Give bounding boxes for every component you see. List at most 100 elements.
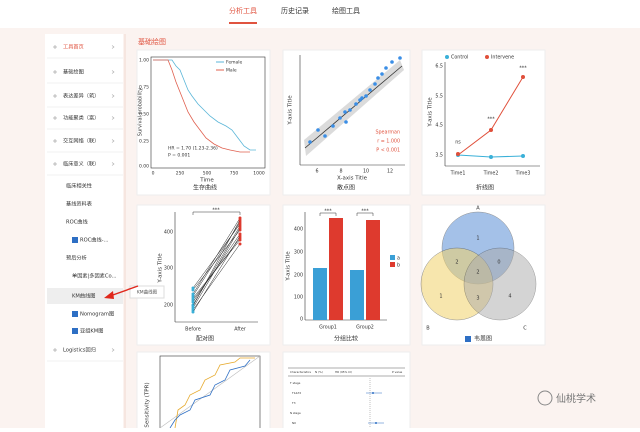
point	[390, 60, 394, 64]
sidebar-item[interactable]: 功能聚类（富）	[63, 114, 99, 122]
point	[331, 124, 335, 128]
legend-entry: Intervene	[491, 55, 514, 61]
arrow	[109, 285, 139, 297]
row-label: N stage	[290, 411, 301, 415]
points	[308, 56, 402, 144]
regression-line	[304, 65, 403, 149]
chevron	[111, 94, 115, 98]
significance: ns	[455, 141, 461, 146]
y-tick-label: 400	[294, 227, 303, 233]
sidebar-item[interactable]: ROC曲线-...	[80, 236, 109, 244]
chevron	[111, 348, 115, 352]
tab[interactable]: 分析工具	[229, 6, 257, 15]
row-label: T3	[291, 401, 296, 405]
x-tick-label: 750	[230, 171, 239, 177]
card[interactable]	[136, 204, 271, 346]
after-point	[238, 242, 242, 246]
after-point	[238, 238, 242, 242]
y-axis-label: Y-axis Title	[158, 253, 164, 284]
pair-line	[192, 219, 241, 307]
bar	[313, 268, 327, 320]
point	[323, 134, 327, 138]
card[interactable]	[136, 49, 271, 196]
x-tick-label: Before	[185, 327, 201, 333]
column-header: Characteristics	[290, 370, 311, 374]
y-axis-label: Sensitivity (TPR)	[145, 382, 151, 427]
y-axis-label: Y-axis Title	[286, 251, 292, 282]
point	[344, 120, 348, 124]
sidebar-item[interactable]: 亚组KM图	[80, 327, 103, 335]
x-tick-label: 500	[203, 171, 212, 177]
point	[373, 82, 377, 86]
watermark-icon	[537, 390, 553, 406]
y-tick-label: 1.00	[139, 58, 149, 64]
legend-entry: Control	[451, 55, 468, 61]
caption: 配对图	[196, 335, 214, 343]
arrow-head	[104, 291, 114, 299]
card[interactable]	[282, 204, 411, 346]
y-axis-label: Y-axis Title	[428, 97, 434, 128]
sidebar-item[interactable]: KM曲线图	[72, 292, 95, 300]
before-point	[191, 310, 195, 314]
confidence-band	[304, 60, 404, 156]
sidebar-item[interactable]: 临床意义（联）	[63, 160, 99, 168]
sidebar-item[interactable]: 临床相关性	[66, 182, 92, 190]
column-header: HR (95% CI)	[335, 370, 352, 374]
y-tick-label: 0.00	[139, 164, 149, 170]
y-tick-label: 6.5	[435, 64, 443, 70]
y-tick-label: 300	[164, 266, 173, 272]
point	[343, 110, 347, 114]
sidebar-item[interactable]: 工具首页	[63, 43, 84, 51]
x-tick-label: 10	[363, 169, 369, 175]
x-tick-label: Group1	[319, 325, 337, 331]
significance: ***	[519, 66, 527, 72]
scatter-chart: 6 8 10 12 X-axis Title Y-axis Title Spea…	[288, 55, 405, 192]
legend-entry: Male	[226, 68, 237, 74]
point	[358, 98, 362, 102]
y-tick-label: 200	[164, 303, 173, 309]
tooltip-text: KM曲线图	[137, 289, 158, 296]
point	[376, 76, 380, 80]
y-axis-label: Y-axis Title	[288, 95, 294, 126]
female-curve	[153, 59, 256, 151]
x-tick-label: 0	[152, 171, 155, 177]
male-curve	[153, 59, 250, 153]
legend-entry: Female	[226, 60, 243, 66]
sidebar-item[interactable]: 交互网络（联）	[63, 137, 99, 145]
caption: 生存曲线	[193, 184, 217, 192]
card[interactable]	[421, 49, 546, 196]
sidebar-item[interactable]: 基础绘图	[63, 68, 84, 76]
y-tick-label: 4.5	[435, 123, 443, 129]
sidebar-item[interactable]: 单因素|多因素Co...	[72, 272, 117, 280]
card[interactable]	[136, 351, 271, 432]
sidebar-item[interactable]: Nomogram图	[80, 311, 114, 318]
sidebar-item[interactable]: ROC曲线	[66, 218, 88, 226]
legend-swatch	[390, 255, 395, 260]
y-tick-label: 100	[294, 295, 303, 301]
point	[398, 56, 402, 60]
card[interactable]	[282, 351, 411, 432]
significance: ***	[487, 117, 495, 123]
item-icon	[72, 237, 78, 243]
after-point	[238, 218, 242, 222]
section-title: 基础绘图	[138, 37, 166, 46]
survival-chart: 1.00 0.75 0.50 0.25 0.00 0 250 500 750 1…	[138, 56, 266, 192]
icon	[465, 336, 471, 342]
tab[interactable]: 绘图工具	[332, 6, 360, 15]
tab[interactable]: 历史记录	[281, 6, 309, 15]
legend-swatch	[485, 55, 489, 59]
bar	[329, 218, 343, 320]
x-axis-label: Time	[199, 178, 214, 184]
sidebar-item[interactable]: 表达差异（筑）	[63, 92, 99, 100]
annotation: P < 0.001	[376, 148, 400, 154]
x-tick-label: Time2	[483, 171, 499, 177]
sidebar-item[interactable]: 预后分析	[66, 254, 87, 262]
line-chart: Control Intervene 6.5 5.5 4.5 3.5 Y-axis…	[428, 55, 540, 192]
legend-swatch	[390, 262, 395, 267]
bar	[350, 270, 364, 320]
after-point	[238, 222, 242, 226]
sidebar-item[interactable]: Logistics回归	[63, 346, 96, 354]
sidebar-item[interactable]: 基线资料表	[66, 200, 93, 208]
point	[348, 108, 352, 112]
